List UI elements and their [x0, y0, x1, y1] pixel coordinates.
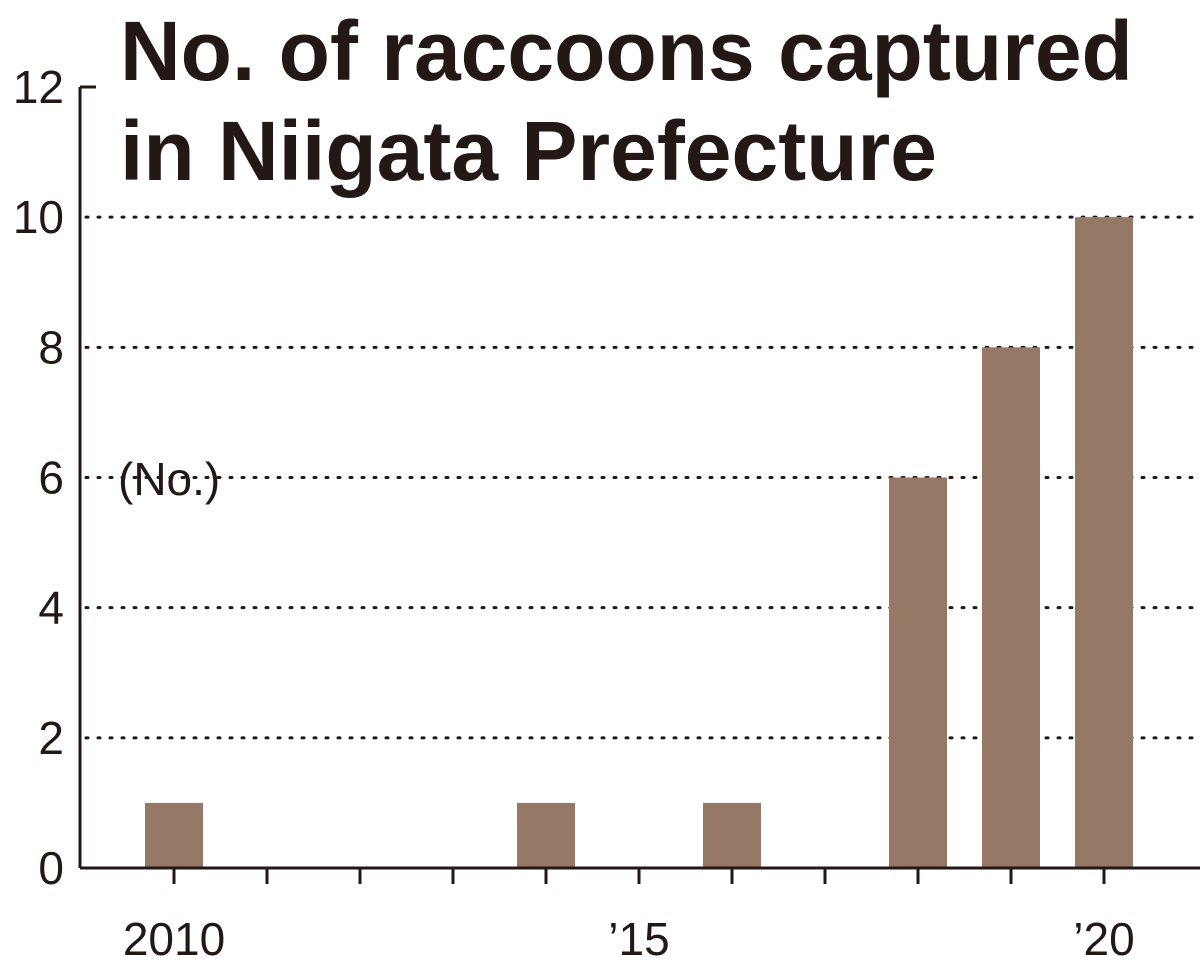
x-tick-label: 2010: [123, 913, 225, 965]
y-axis-unit-label: (No.): [118, 453, 220, 505]
y-tick-label: 8: [38, 321, 64, 373]
axes: [78, 85, 1200, 884]
x-tick-label: ’20: [1073, 913, 1134, 965]
chart-title-line-2: in Niigata Prefecture: [120, 104, 937, 198]
y-tick-labels: 0 2 4 6 8 10 12: [13, 61, 64, 894]
y-tick-label: 10: [13, 191, 64, 243]
bar: [703, 802, 761, 868]
bar: [145, 802, 203, 868]
bars: [145, 217, 1133, 868]
bar: [517, 802, 575, 868]
y-tick-label: 2: [38, 712, 64, 764]
x-tick-label: ’15: [608, 913, 669, 965]
bar: [982, 347, 1040, 868]
bar: [889, 477, 947, 868]
y-tick-label: 6: [38, 452, 64, 504]
y-tick-label: 0: [38, 842, 64, 894]
y-tick-label: 4: [38, 582, 64, 634]
y-tick-label: 12: [13, 61, 64, 113]
x-tick-labels: 2010 ’15 ’20: [123, 913, 1135, 965]
chart-title-line-1: No. of raccoons captured: [120, 4, 1133, 98]
bar: [1075, 217, 1133, 868]
